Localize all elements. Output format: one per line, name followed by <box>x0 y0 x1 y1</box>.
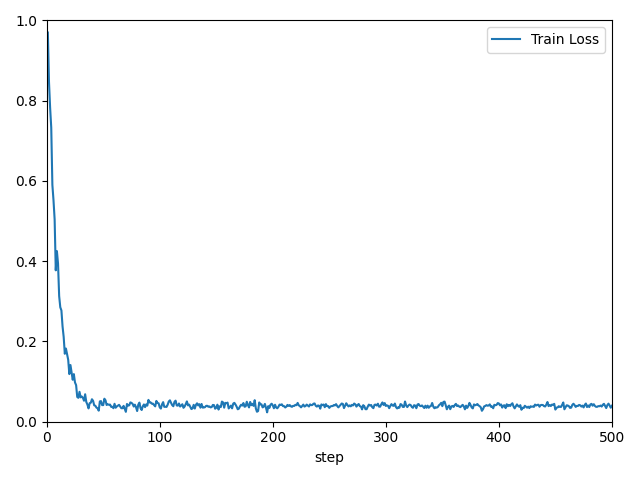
Train Loss <box>608 403 616 408</box>
Train Loss <box>381 400 388 406</box>
Train Loss <box>350 401 358 407</box>
Train Loss <box>596 403 604 409</box>
Train Loss <box>263 409 271 415</box>
Line: Train Loss: Train Loss <box>48 33 612 412</box>
Train Loss <box>313 404 321 409</box>
Train Loss <box>508 401 515 407</box>
Legend: Train Loss: Train Loss <box>487 27 605 52</box>
X-axis label: step: step <box>314 451 344 465</box>
Train Loss <box>44 30 52 36</box>
Train Loss <box>316 406 324 411</box>
